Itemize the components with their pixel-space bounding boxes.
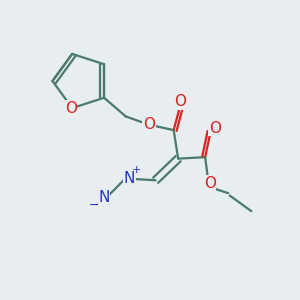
Text: O: O — [143, 117, 155, 132]
Text: N: N — [124, 171, 135, 186]
Text: O: O — [204, 176, 216, 191]
Text: O: O — [174, 94, 186, 110]
Text: −: − — [89, 199, 99, 212]
Text: +: + — [132, 165, 141, 176]
Text: O: O — [209, 121, 221, 136]
Text: N: N — [98, 190, 110, 205]
Text: O: O — [65, 100, 77, 116]
